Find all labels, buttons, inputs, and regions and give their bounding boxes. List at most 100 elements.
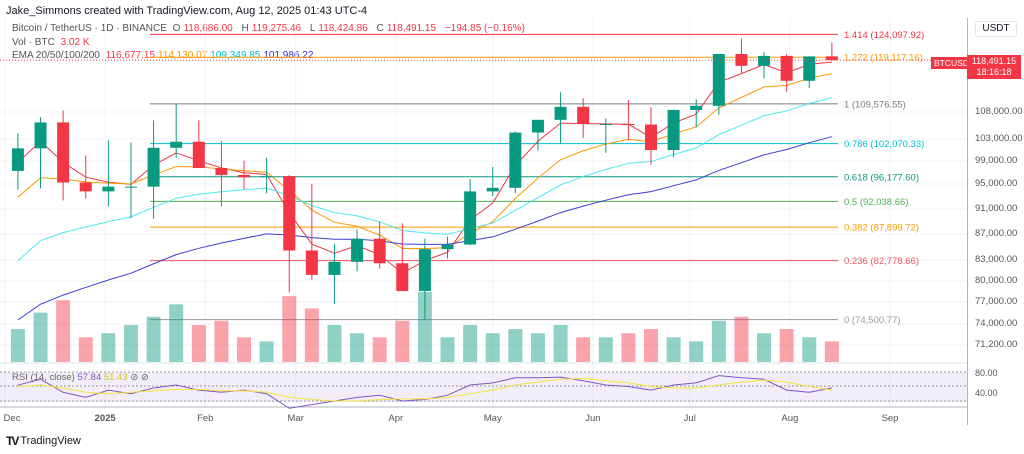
- candle-body: [780, 55, 793, 81]
- candle-body: [79, 182, 92, 192]
- candle-body: [667, 109, 680, 151]
- tradingview-logo-icon: TV: [6, 434, 19, 448]
- rsi-value: 57.84: [77, 372, 102, 383]
- candle-body: [803, 56, 816, 81]
- volume-bar: [417, 292, 432, 362]
- rsi-ma-value: 51.43: [103, 372, 128, 383]
- last-price-label: 118,491.15 18:16:18: [967, 55, 1021, 79]
- volume-bar: [237, 337, 252, 362]
- volume-bar: [530, 333, 545, 362]
- candle-body: [34, 122, 47, 149]
- volume-row[interactable]: Vol · BTC 3.02 K: [12, 36, 528, 50]
- fib-label: 1.414 (124,097.92): [844, 30, 924, 41]
- volume-bar: [169, 304, 184, 362]
- candle-body: [531, 119, 544, 133]
- fib-label: 0 (74,500.77): [844, 315, 901, 326]
- time-tick: Jul: [683, 413, 696, 424]
- rsi-tick: 80.00: [975, 368, 998, 378]
- volume-bar: [666, 337, 681, 362]
- volume-bar: [757, 333, 772, 362]
- ema20-value: 116,677.15: [105, 50, 155, 61]
- symbol-title[interactable]: Bitcoin / TetherUS · 1D · BINANCE: [12, 23, 167, 34]
- volume-bar: [101, 333, 116, 362]
- candle-body: [170, 141, 183, 148]
- price-tick: 95,000.00: [975, 178, 1018, 189]
- low-label: L: [309, 23, 316, 34]
- time-tick: Sep: [881, 413, 899, 424]
- volume-bar: [123, 324, 138, 362]
- candle-body: [328, 261, 341, 275]
- candle-body: [712, 54, 725, 106]
- rsi-tick: 40.00: [975, 388, 998, 398]
- fib-label: 0.618 (96,177.60): [844, 172, 919, 183]
- currency-button[interactable]: USDT: [975, 21, 1017, 37]
- ema-label: EMA 20/50/100/200: [12, 50, 100, 61]
- rsi-label: RSI (14, close): [12, 372, 75, 383]
- candle-body: [351, 238, 364, 262]
- candle-body: [464, 191, 477, 245]
- bar-countdown: 18:16:18: [976, 67, 1012, 77]
- volume-bar: [440, 337, 455, 362]
- ohlc-row[interactable]: Bitcoin / TetherUS · 1D · BINANCE O 118,6…: [12, 22, 528, 36]
- hidden-eye-icon[interactable]: ⊘: [140, 372, 149, 383]
- price-tick: 103,000.00: [975, 133, 1023, 144]
- volume-value: 3.02 K: [60, 36, 90, 48]
- last-price: 118,491.15: [971, 56, 1017, 66]
- tradingview-logo[interactable]: TV TradingView: [6, 434, 81, 448]
- high-value: 119,275.46: [251, 23, 302, 34]
- price-tick: 91,000.00: [975, 203, 1018, 214]
- candle-body: [622, 124, 635, 126]
- volume-bar: [282, 296, 297, 362]
- candle-body: [102, 186, 115, 192]
- time-tick: Jun: [585, 413, 601, 424]
- volume-bar: [644, 329, 658, 362]
- volume-bar: [146, 316, 161, 362]
- volume-bar: [576, 337, 591, 362]
- fib-label: 0.382 (87,899.72): [844, 223, 919, 234]
- open-label: O: [172, 23, 181, 34]
- chart-credit: Jake_Simmons created with TradingView.co…: [6, 5, 368, 17]
- candle-body: [238, 174, 251, 178]
- rsi-ma-line: [17, 378, 832, 402]
- volume-bar: [508, 329, 523, 362]
- candle-body: [283, 176, 296, 251]
- volume-bar: [350, 333, 365, 362]
- candle-body: [373, 238, 386, 264]
- candle-body: [690, 105, 703, 110]
- hidden-eye-icon[interactable]: ⊘: [130, 372, 139, 383]
- ema200-value: 101,986.22: [263, 50, 314, 61]
- ema100-value: 109,349.85: [210, 50, 261, 61]
- volume-bar: [259, 341, 274, 362]
- chart-legend: Bitcoin / TetherUS · 1D · BINANCE O 118,6…: [12, 22, 528, 63]
- time-tick: Apr: [388, 413, 404, 424]
- candle-body: [441, 244, 454, 250]
- candle-body: [486, 187, 499, 192]
- volume-bar: [395, 320, 410, 362]
- ema50-value: 114,130.07: [157, 50, 208, 61]
- volume-bar: [78, 337, 93, 362]
- close-label: C: [376, 23, 384, 34]
- candle-body: [418, 249, 431, 292]
- ema100-line: [17, 97, 833, 262]
- high-label: H: [241, 23, 249, 34]
- brand-name: TradingView: [20, 435, 81, 447]
- volume-bar: [214, 320, 229, 362]
- price-tick: 87,000.00: [975, 228, 1018, 239]
- rsi-legend[interactable]: RSI (14, close) 57.84 51.43 ⊘ ⊘: [12, 372, 149, 383]
- symbol-price-tag: BTCUSDT: [931, 57, 978, 69]
- volume-bar: [711, 320, 726, 362]
- price-chart[interactable]: 1.414 (124,097.92) 1.272 (119,117.16) 1 (1…: [0, 18, 967, 410]
- price-tick: 108,000.00: [975, 106, 1023, 117]
- fib-label: 0.5 (92,038.66): [844, 197, 908, 208]
- open-value: 118,686.00: [183, 23, 233, 34]
- candle-body: [554, 106, 567, 120]
- time-tick: Dec: [3, 413, 21, 424]
- volume-bar: [485, 333, 500, 362]
- volume-label: Vol · BTC: [12, 36, 55, 48]
- candle-body: [825, 56, 838, 61]
- fib-label: 1 (109,576.55): [844, 99, 906, 110]
- fib-label: 1.272 (119,117.16): [844, 53, 923, 64]
- ema-row[interactable]: EMA 20/50/100/200 116,677.15 114,130.07 10…: [12, 49, 528, 63]
- price-tick: 71,200.00: [975, 339, 1018, 350]
- volume-bar: [734, 316, 749, 362]
